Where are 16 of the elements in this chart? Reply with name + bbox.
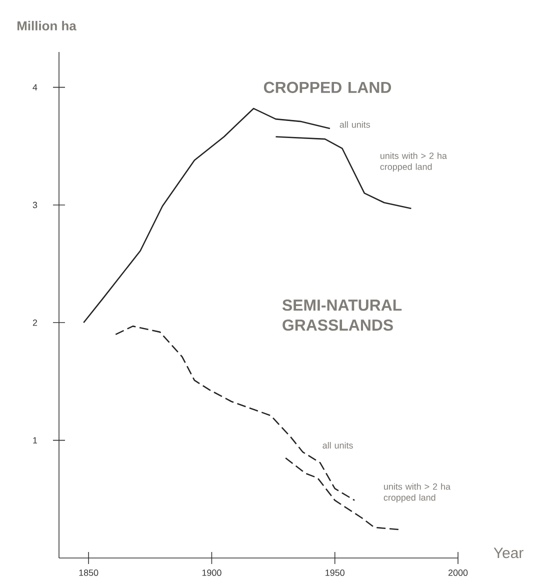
y-tick-label: 1 <box>33 437 38 444</box>
x-tick-label: 1900 <box>202 570 222 576</box>
x-tick-label: 1950 <box>326 570 344 576</box>
series-label: all units <box>322 442 353 449</box>
text: units with > 2 ha cropped land <box>380 152 447 172</box>
annotation: SEMI-NATURAL GRASSLANDS <box>282 300 402 331</box>
y-tick-label: 4 <box>32 84 38 90</box>
y-tick-label: 3 <box>32 202 38 208</box>
x-axis-title: Year <box>494 548 524 558</box>
y-tick-label: 2 <box>32 320 38 326</box>
annotation: CROPPED LAND <box>264 82 392 94</box>
x-tick-label: 2000 <box>448 570 468 576</box>
y-axis-title: Million ha <box>17 20 76 30</box>
text: units with > 2 ha cropped land <box>384 483 450 502</box>
series-label: all units <box>340 121 370 128</box>
x-tick-label: 1850 <box>79 570 98 576</box>
